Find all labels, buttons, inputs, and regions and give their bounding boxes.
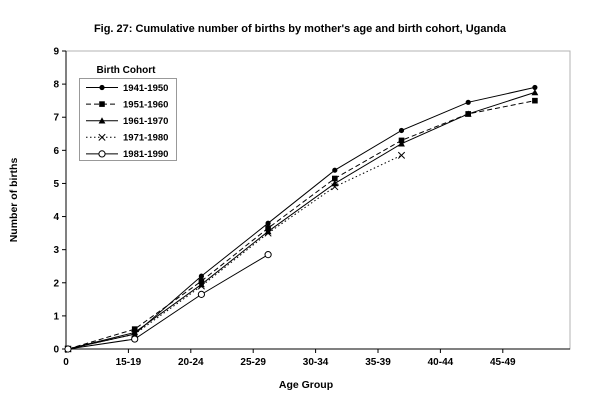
series-1971-1980 (64, 151, 406, 353)
marker-x-cross (331, 183, 339, 191)
marker-x-cross (264, 229, 272, 237)
marker-x-cross (197, 282, 205, 290)
x-tick-label: 15-19 (116, 357, 142, 368)
marker-filled-triangle (98, 117, 106, 124)
x-tick-label: 30-34 (303, 357, 329, 368)
marker-filled-circle (532, 84, 538, 91)
chart-title: Fig. 27: Cumulative number of births by … (94, 23, 507, 35)
legend-entry-1971-1980: 1971-1980 (86, 133, 168, 144)
legend-entry-1961-1970: 1961-1970 (86, 116, 168, 127)
marker-open-circle (98, 150, 106, 158)
y-tick-label: 1 (53, 311, 59, 322)
marker-filled-circle (198, 273, 204, 279)
x-tick-label: 40-44 (428, 357, 454, 368)
series-line (67, 100, 535, 350)
y-tick-label: 3 (53, 245, 59, 256)
marker-filled-triangle (398, 140, 405, 147)
series-1981-1990 (64, 251, 272, 353)
y-axis: 0 1 2 3 4 5 6 7 8 9 (53, 47, 66, 356)
marker-open-circle (131, 335, 139, 343)
legend-entries: 1941-1950 1951-1960 1961-1970 1971-1980 1981… (79, 78, 177, 161)
marker-filled-circle (465, 99, 471, 105)
marker-x-cross (397, 151, 406, 159)
marker-filled-triangle (131, 329, 139, 336)
series-line (67, 154, 402, 350)
y-tick-label: 4 (53, 212, 59, 223)
legend-entry-label: 1971-1980 (123, 133, 168, 144)
y-tick-label: 7 (53, 113, 59, 124)
legend-entry-label: 1941-1950 (123, 83, 168, 94)
legend-title: Birth Cohort (97, 65, 157, 76)
y-axis-title: Number of births (8, 158, 20, 243)
legend-entry-label: 1961-1970 (123, 116, 168, 127)
marker-open-circle (197, 290, 205, 298)
legend-entry-label: 1981-1990 (123, 149, 168, 160)
marker-filled-triangle (264, 228, 272, 235)
legend: Birth Cohort 1941-1950 1951-1960 1961-1970… (79, 65, 177, 161)
legend-entry-1941-1950: 1941-1950 (86, 83, 168, 94)
marker-filled-circle (398, 127, 405, 134)
legend-box (79, 78, 177, 161)
x-tick-label: 45-49 (490, 357, 516, 368)
marker-open-circle (264, 251, 272, 259)
marker-filled-triangle (198, 281, 205, 288)
series-line (67, 91, 536, 350)
x-axis: 0 15-19 20-24 25-29 30-34 35-39 40-44 45-49 (63, 349, 516, 368)
marker-filled-circle (99, 84, 105, 91)
x-tick-label: 25-29 (240, 357, 266, 368)
y-tick-label: 6 (53, 146, 59, 157)
x-tick-label: 20-24 (178, 357, 204, 368)
legend-entry-1981-1990: 1981-1990 (86, 149, 168, 160)
plot-area (65, 50, 571, 350)
marker-filled-triangle (531, 88, 539, 96)
x-axis-title: Age Group (279, 379, 333, 391)
series-line (67, 254, 269, 350)
marker-x-cross (98, 133, 106, 141)
x-tick-label: 0 (63, 357, 69, 368)
marker-filled-triangle (464, 110, 472, 117)
y-tick-label: 8 (53, 80, 59, 91)
series-layer (64, 84, 539, 353)
y-tick-label: 9 (53, 47, 59, 58)
marker-filled-square (99, 101, 105, 107)
y-tick-label: 0 (53, 345, 59, 356)
legend-entry-1951-1960: 1951-1960 (86, 99, 168, 110)
marker-filled-square (532, 97, 538, 104)
y-tick-label: 5 (53, 179, 59, 190)
marker-filled-circle (332, 167, 338, 173)
legend-entry-label: 1951-1960 (123, 99, 168, 110)
y-tick-label: 2 (53, 278, 59, 289)
marker-open-circle (64, 345, 72, 353)
marker-filled-circle (265, 220, 271, 226)
x-tick-label: 35-39 (365, 357, 391, 368)
marker-filled-square (332, 175, 338, 182)
